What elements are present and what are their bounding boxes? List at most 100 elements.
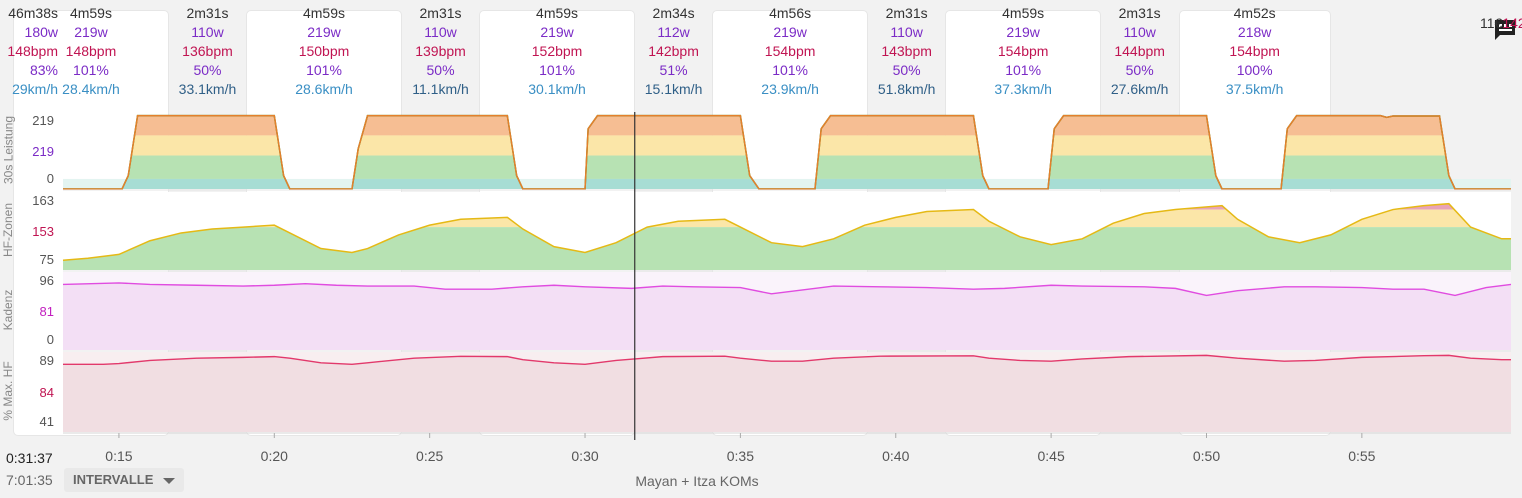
panel-label: HF-Zonen bbox=[1, 202, 15, 258]
stat-time: 4m56s bbox=[769, 5, 812, 21]
cutoff-stat-time: 11€ bbox=[1480, 15, 1503, 31]
maxhr-area bbox=[63, 355, 1511, 432]
x-tick-label: 0:35 bbox=[726, 448, 754, 464]
x-tick-label: 0:40 bbox=[882, 448, 910, 464]
interval-stats-9[interactable]: 4m59s 219w 154bpm 101% 37.3km/h bbox=[945, 0, 1100, 114]
stat-time: 2m31s bbox=[885, 5, 928, 21]
stat-time: 4m59s bbox=[1002, 5, 1045, 21]
stat-time: 4m59s bbox=[69, 5, 112, 21]
stat-pct: 50% bbox=[426, 62, 455, 78]
x-tick-label: 0:30 bbox=[571, 448, 599, 464]
stat-power: 219w bbox=[540, 24, 574, 40]
stat-speed: 29km/h bbox=[12, 81, 58, 97]
stat-time: 2m31s bbox=[419, 5, 462, 21]
y-tick-label: 89 bbox=[39, 353, 54, 368]
stat-speed: 37.3km/h bbox=[994, 81, 1052, 97]
stat-speed: 23.9km/h bbox=[761, 81, 819, 97]
panel-label: % Max. HF bbox=[1, 361, 15, 421]
x-tick-label: 0:55 bbox=[1348, 448, 1376, 464]
cadence-line bbox=[62, 282, 1512, 297]
total-time: 7:01:35 bbox=[6, 472, 53, 488]
stat-speed: 37.5km/h bbox=[1225, 81, 1284, 97]
stat-pct: 100% bbox=[1236, 62, 1273, 78]
stat-speed: 51.8km/h bbox=[877, 81, 936, 97]
stat-power: 219w bbox=[773, 24, 807, 40]
x-tick-label: 0:45 bbox=[1037, 448, 1065, 464]
x-tick-label: 0:20 bbox=[260, 448, 288, 464]
interval-stats-2[interactable]: 2m31s 110w 136bpm 50% 33.1km/h bbox=[169, 0, 247, 114]
cutoff-interval-stats[interactable]: 11€142b5320.6k bbox=[1480, 14, 1522, 33]
stat-pct: 51% bbox=[659, 62, 688, 78]
stat-time: 2m31s bbox=[1118, 5, 1161, 21]
power-zone-band-2 bbox=[63, 155, 1511, 179]
stat-hr: 136bpm bbox=[182, 43, 233, 59]
stat-time: 4m59s bbox=[536, 5, 579, 21]
interval-stats-4[interactable]: 2m31s 110w 139bpm 50% 11.1km/h bbox=[402, 0, 480, 114]
interval-stats-5[interactable]: 4m59s 219w 152bpm 101% 30.1km/h bbox=[479, 0, 634, 114]
x-tick-label: 0:15 bbox=[105, 448, 133, 464]
stat-hr: 154bpm bbox=[1229, 43, 1280, 59]
route-name: Mayan + Itza KOMs bbox=[635, 473, 759, 489]
interval-stats-3[interactable]: 4m59s 219w 150bpm 101% 28.6km/h bbox=[246, 0, 401, 114]
comment-icon[interactable] bbox=[1493, 18, 1517, 42]
stat-pct: 101% bbox=[1005, 62, 1042, 78]
stat-hr: 148bpm bbox=[65, 43, 117, 59]
y-tick-label: 0 bbox=[46, 171, 54, 186]
current-time: 0:31:37 bbox=[6, 450, 53, 466]
stat-speed: 30.1km/h bbox=[528, 81, 586, 97]
stat-time: 2m31s bbox=[186, 5, 229, 21]
stat-hr: 143bpm bbox=[881, 43, 932, 59]
stat-hr: 139bpm bbox=[415, 43, 466, 59]
stat-pct: 101% bbox=[772, 62, 808, 78]
y-tick-label: 81 bbox=[39, 304, 54, 319]
stat-pct: 101% bbox=[306, 62, 342, 78]
panel-label: 30s Leistung bbox=[1, 115, 15, 184]
stat-pct: 83% bbox=[29, 62, 58, 78]
interval-stats-8[interactable]: 2m31s 110w 143bpm 50% 51.8km/h bbox=[868, 0, 946, 114]
y-tick-label: 153 bbox=[32, 224, 54, 239]
stat-hr: 148bpm bbox=[7, 43, 58, 59]
cadence-area bbox=[63, 282, 1511, 350]
stat-pct: 101% bbox=[539, 62, 575, 78]
stat-pct: 50% bbox=[892, 62, 921, 78]
intervals-dropdown-button[interactable]: INTERVALLE bbox=[64, 468, 184, 492]
panel-label: Kadenz bbox=[1, 289, 15, 331]
y-tick-label: 75 bbox=[39, 252, 54, 267]
stat-power: 112w bbox=[657, 24, 690, 40]
x-tick-label: 0:25 bbox=[416, 448, 444, 464]
interval-stats-6[interactable]: 2m34s 112w 142bpm 51% 15.1km/h bbox=[635, 0, 713, 114]
maxhr-line bbox=[63, 354, 1511, 366]
summary-stats[interactable]: 46m38s 180w 148bpm 83% 29km/h bbox=[0, 0, 58, 114]
stat-power: 219w bbox=[307, 24, 341, 40]
stat-hr: 152bpm bbox=[531, 43, 583, 59]
stat-power: 110w bbox=[424, 24, 457, 40]
stat-speed: 11.1km/h bbox=[412, 81, 469, 97]
stat-time: 46m38s bbox=[8, 5, 58, 21]
intervals-button-label: INTERVALLE bbox=[73, 472, 154, 487]
stat-power: 219w bbox=[1006, 24, 1040, 40]
stat-speed: 28.6km/h bbox=[295, 81, 353, 97]
y-tick-label: 0 bbox=[46, 332, 54, 347]
interval-stats-1[interactable]: 4m59s 219w 148bpm 101% 28.4km/h bbox=[13, 0, 168, 114]
stat-speed: 15.1km/h bbox=[644, 81, 703, 97]
power-zone-band-teal bbox=[63, 178, 1511, 189]
stat-power: 110w bbox=[890, 24, 923, 40]
interval-stats-11[interactable]: 4m52s 218w 154bpm 100% 37.5km/h bbox=[1179, 0, 1331, 114]
interval-stats-7[interactable]: 4m56s 219w 154bpm 101% 23.9km/h bbox=[712, 0, 867, 114]
y-tick-label: 163 bbox=[32, 193, 54, 208]
y-tick-label: 41 bbox=[39, 414, 54, 429]
caret-down-icon bbox=[163, 478, 175, 484]
stat-speed: 27.6km/h bbox=[1110, 81, 1169, 97]
stat-hr: 154bpm bbox=[764, 43, 816, 59]
power-line-top bbox=[63, 114, 1511, 190]
stat-time: 4m59s bbox=[302, 5, 346, 21]
power-zone-band-0 bbox=[63, 115, 1511, 136]
stat-power: 180w bbox=[24, 24, 58, 40]
x-tick-label: 0:50 bbox=[1192, 448, 1221, 464]
interval-stats-10[interactable]: 2m31s 110w 144bpm 50% 27.6km/h bbox=[1101, 0, 1179, 114]
stat-hr: 144bpm bbox=[1114, 43, 1165, 59]
stat-time: 2m34s bbox=[652, 5, 695, 21]
stat-speed: 28.4km/h bbox=[62, 81, 120, 97]
